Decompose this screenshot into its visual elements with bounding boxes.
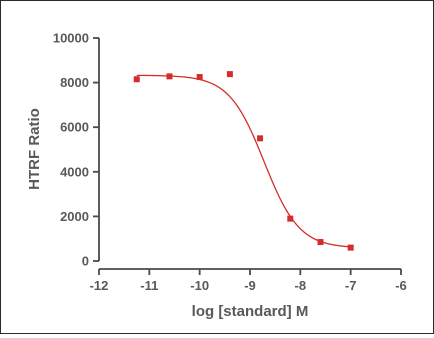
x-tick-label: -6	[395, 278, 407, 293]
data-points	[134, 71, 354, 250]
x-tick-label: -9	[244, 278, 256, 293]
y-tick-label: 4000	[60, 164, 89, 179]
y-tick-label: 6000	[60, 120, 89, 135]
y-tick-label: 10000	[53, 31, 89, 46]
axes: 0 2000 4000 6000 8000 10000 -12 -11 -10 -9 -8 -7 -6	[53, 31, 407, 294]
x-tick-label: -8	[295, 278, 307, 293]
data-point	[134, 76, 140, 82]
data-point	[166, 73, 172, 79]
y-tick-label: 0	[82, 254, 89, 269]
data-point	[287, 216, 293, 222]
x-tick-label: -10	[190, 278, 209, 293]
fit-curve	[137, 75, 351, 246]
y-axis-title: HTRF Ratio	[26, 108, 43, 190]
data-point	[348, 245, 354, 251]
fit-curve-group	[137, 75, 351, 246]
x-tick-label: -12	[90, 278, 109, 293]
data-point	[317, 239, 323, 245]
data-point	[227, 71, 233, 77]
y-tick-label: 2000	[60, 209, 89, 224]
x-tick-label: -11	[140, 278, 158, 293]
x-axis-title: log [standard] M	[192, 303, 309, 320]
data-point	[257, 135, 263, 141]
y-tick-label: 8000	[60, 75, 89, 90]
x-tick-label: -7	[345, 278, 357, 293]
data-point	[197, 74, 203, 80]
